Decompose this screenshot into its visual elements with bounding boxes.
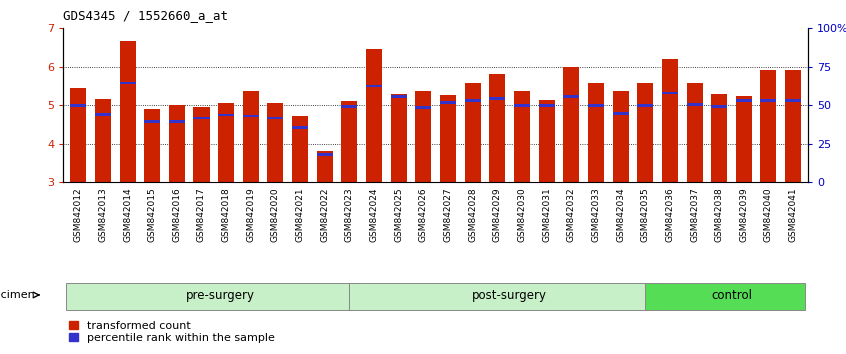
Text: GSM842027: GSM842027 (443, 187, 453, 242)
Text: GSM842039: GSM842039 (739, 187, 749, 242)
Text: GSM842016: GSM842016 (173, 187, 181, 242)
Text: post-surgery: post-surgery (472, 289, 547, 302)
Legend: transformed count, percentile rank within the sample: transformed count, percentile rank withi… (69, 321, 275, 343)
Bar (514, 104, 530, 107)
Bar (267, 117, 283, 119)
FancyBboxPatch shape (66, 283, 362, 310)
Bar (366, 85, 382, 87)
Bar (489, 97, 505, 100)
Bar (95, 113, 111, 115)
Bar (70, 88, 86, 182)
Text: GSM842023: GSM842023 (345, 187, 354, 242)
Text: GSM842021: GSM842021 (295, 187, 305, 242)
Bar (563, 67, 580, 182)
Bar (243, 91, 259, 182)
Bar (144, 120, 160, 123)
Text: GSM842033: GSM842033 (591, 187, 601, 242)
Text: GSM842017: GSM842017 (197, 187, 206, 242)
Bar (440, 95, 456, 182)
Bar (119, 82, 135, 84)
Text: GSM842028: GSM842028 (468, 187, 477, 242)
Text: GSM842040: GSM842040 (764, 187, 773, 242)
Text: GSM842025: GSM842025 (394, 187, 404, 242)
Bar (761, 99, 777, 102)
Text: GSM842014: GSM842014 (123, 187, 132, 242)
Bar (785, 70, 801, 182)
Text: GSM842031: GSM842031 (542, 187, 551, 242)
Bar (637, 104, 653, 107)
Bar (316, 151, 332, 182)
FancyBboxPatch shape (349, 283, 657, 310)
Bar (440, 101, 456, 104)
Text: GSM842041: GSM842041 (788, 187, 798, 242)
Bar (194, 117, 210, 119)
Text: GSM842024: GSM842024 (370, 187, 378, 242)
Bar (785, 99, 801, 102)
Text: GSM842035: GSM842035 (640, 187, 650, 242)
Text: specimen: specimen (0, 290, 35, 300)
Bar (169, 120, 185, 123)
Text: GSM842019: GSM842019 (246, 187, 255, 242)
Text: GSM842018: GSM842018 (222, 187, 231, 242)
Text: GSM842036: GSM842036 (666, 187, 674, 242)
Text: GSM842038: GSM842038 (715, 187, 723, 242)
Bar (613, 113, 629, 115)
Bar (686, 83, 702, 182)
Text: GSM842034: GSM842034 (616, 187, 625, 242)
Bar (563, 96, 580, 98)
Text: GSM842032: GSM842032 (567, 187, 576, 242)
Bar (637, 84, 653, 182)
Bar (366, 50, 382, 182)
Bar (588, 104, 604, 107)
Bar (489, 74, 505, 182)
Bar (391, 96, 407, 98)
Bar (588, 83, 604, 182)
Bar (662, 59, 678, 182)
Bar (736, 96, 752, 182)
Text: pre-surgery: pre-surgery (185, 289, 255, 302)
Bar (711, 94, 728, 182)
Text: GSM842030: GSM842030 (518, 187, 526, 242)
Bar (539, 104, 555, 107)
Bar (243, 115, 259, 118)
Bar (514, 91, 530, 182)
Bar (761, 69, 777, 182)
Bar (218, 103, 234, 182)
Bar (342, 105, 357, 108)
Bar (218, 114, 234, 116)
Bar (539, 99, 555, 182)
Bar (292, 126, 308, 129)
Bar (70, 104, 86, 107)
Text: GSM842022: GSM842022 (321, 187, 329, 242)
Bar (415, 106, 431, 109)
Bar (391, 94, 407, 182)
Bar (711, 105, 728, 108)
Text: GSM842029: GSM842029 (493, 187, 502, 242)
Bar (316, 153, 332, 156)
Text: GSM842026: GSM842026 (419, 187, 428, 242)
Text: GDS4345 / 1552660_a_at: GDS4345 / 1552660_a_at (63, 9, 228, 22)
Bar (342, 102, 357, 182)
Bar (613, 91, 629, 182)
Bar (464, 99, 481, 102)
Text: control: control (711, 289, 752, 302)
Text: GSM842020: GSM842020 (271, 187, 280, 242)
Bar (662, 92, 678, 95)
Text: GSM842015: GSM842015 (148, 187, 157, 242)
Bar (169, 105, 185, 182)
Bar (686, 103, 702, 105)
Text: GSM842013: GSM842013 (98, 187, 107, 242)
FancyBboxPatch shape (645, 283, 805, 310)
Bar (194, 107, 210, 182)
Bar (144, 109, 160, 182)
Bar (415, 91, 431, 182)
Bar (267, 103, 283, 182)
Text: GSM842037: GSM842037 (690, 187, 699, 242)
Bar (736, 99, 752, 102)
Bar (119, 41, 135, 182)
Bar (95, 99, 111, 182)
Bar (464, 84, 481, 182)
Bar (292, 116, 308, 182)
Text: GSM842012: GSM842012 (74, 187, 83, 242)
